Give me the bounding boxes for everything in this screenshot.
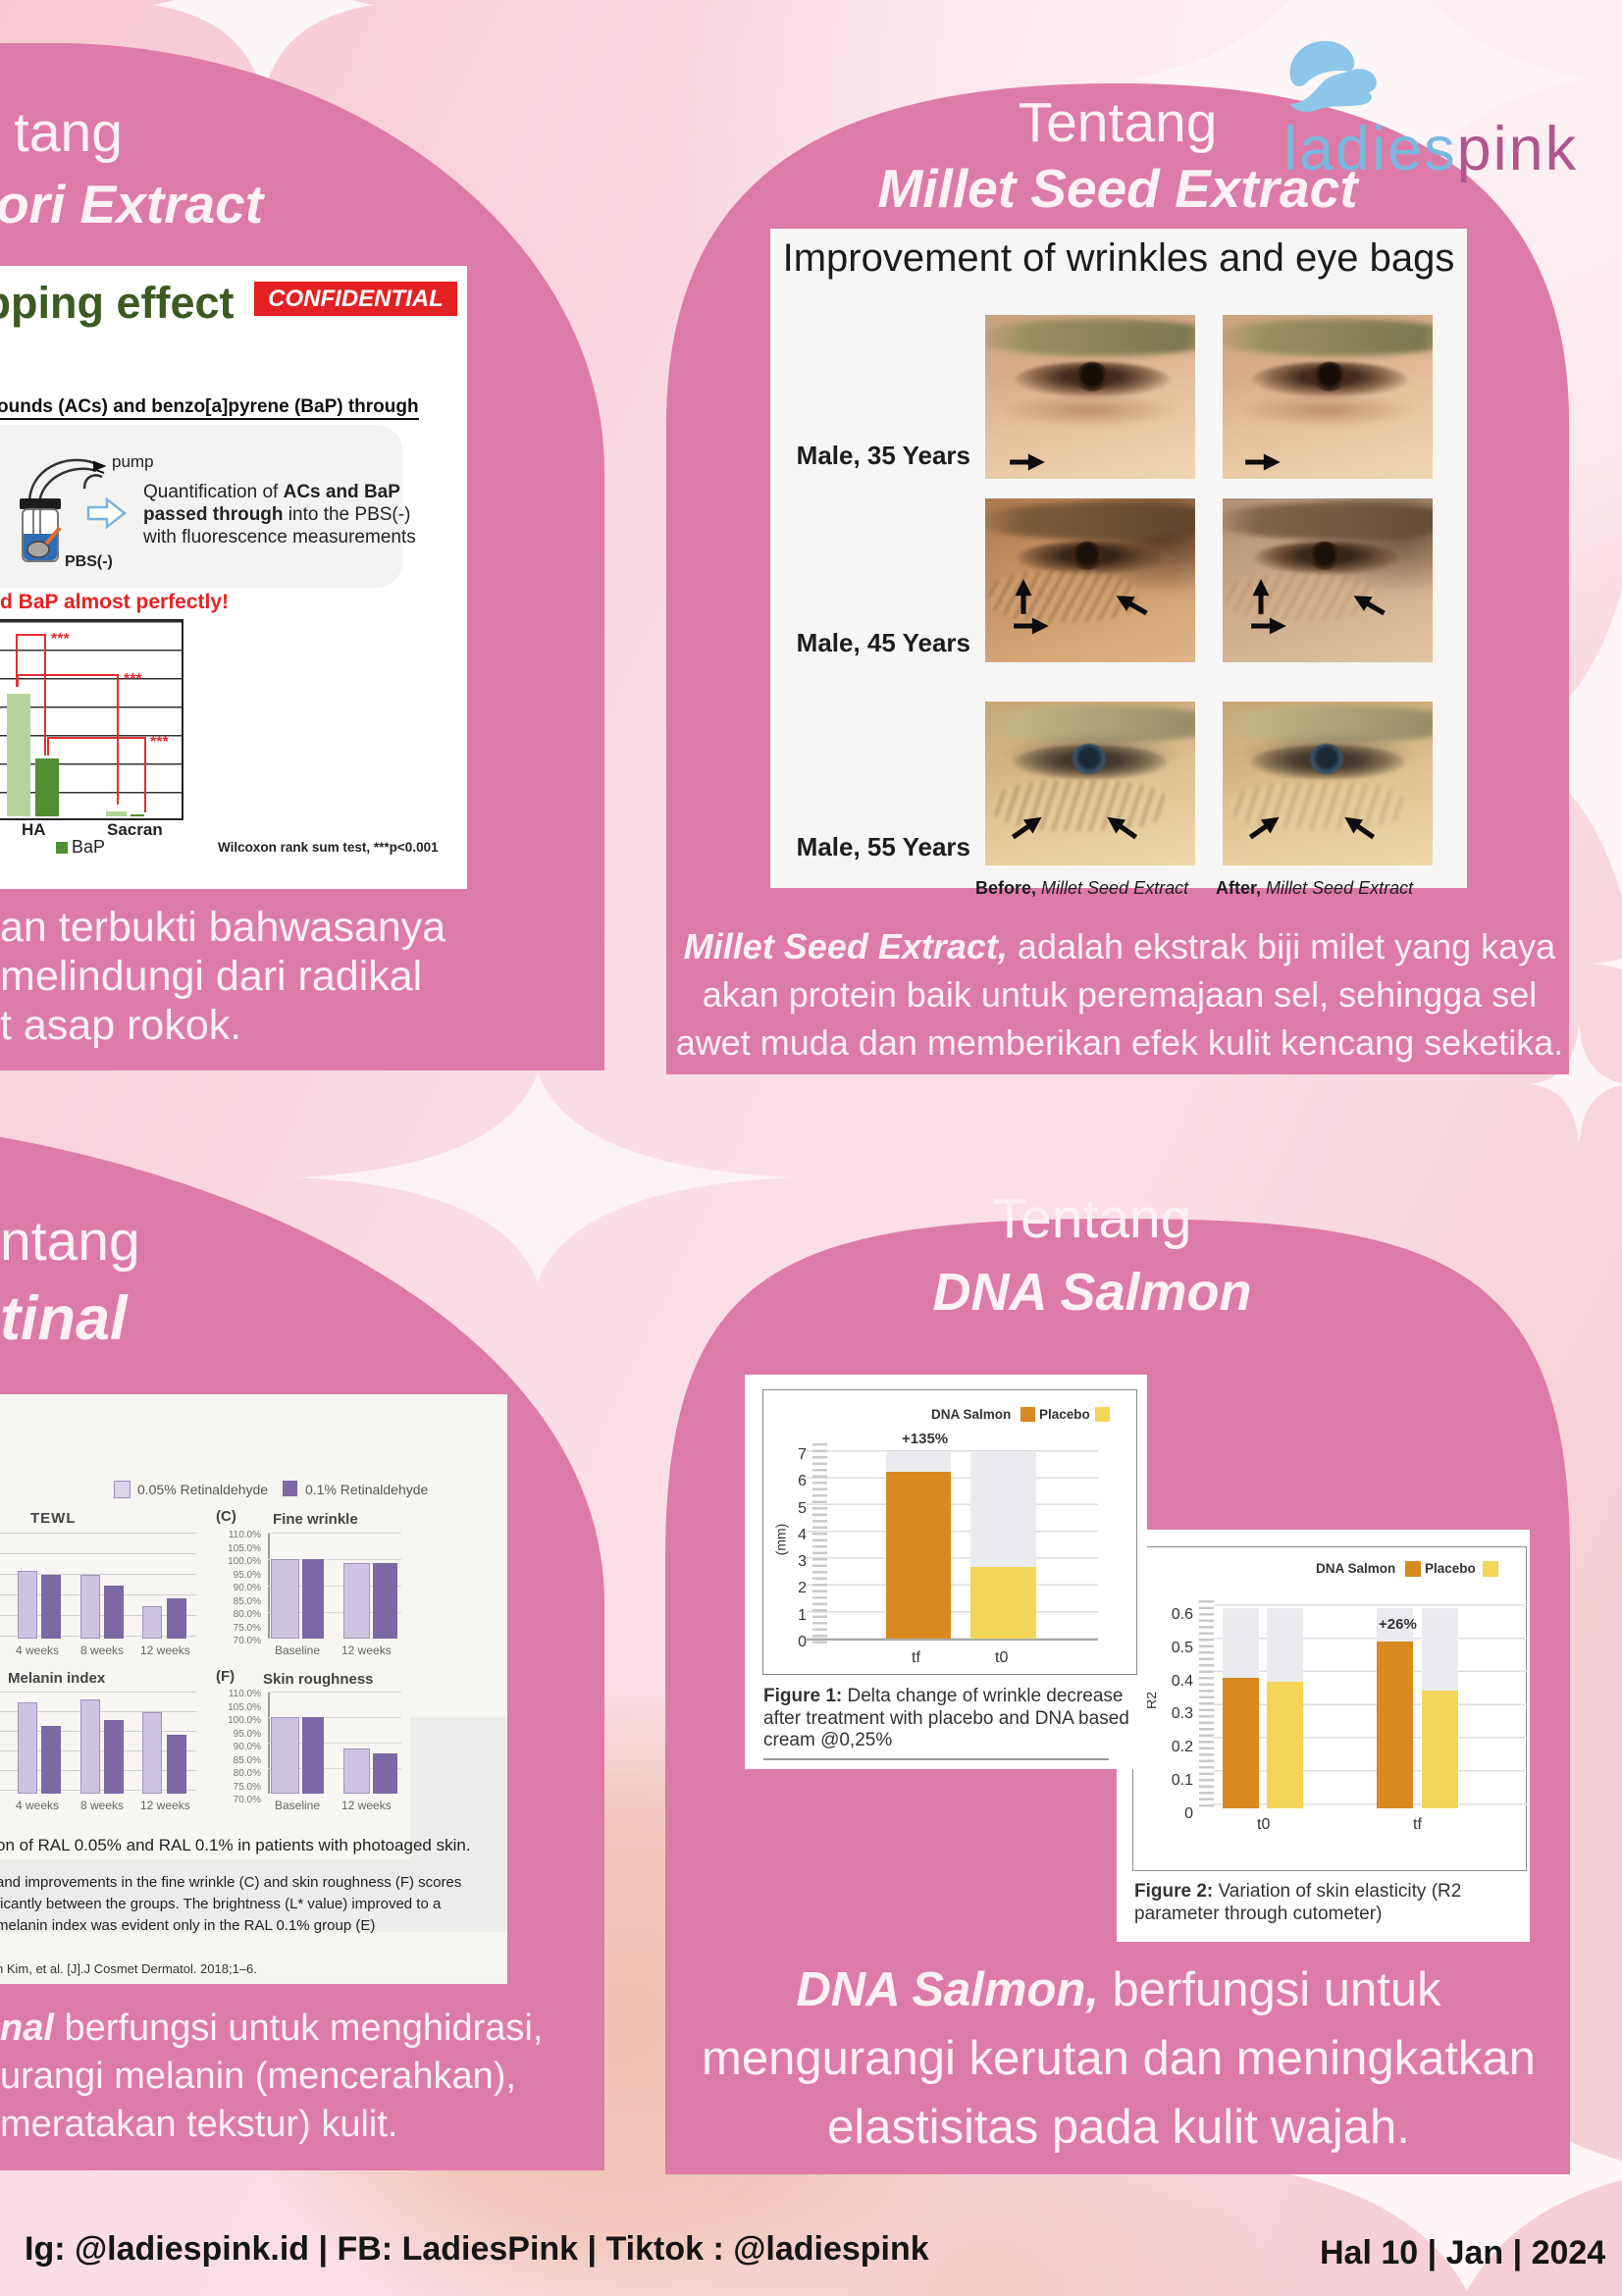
svg-text:***: *** — [124, 671, 142, 688]
svg-text:***: *** — [51, 631, 70, 648]
svg-text:***: *** — [150, 734, 169, 751]
